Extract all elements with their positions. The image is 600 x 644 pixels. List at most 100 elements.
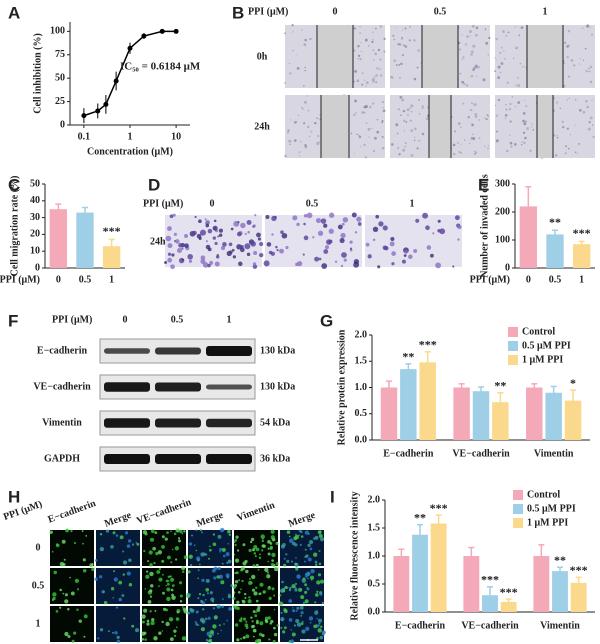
- cell: [368, 45, 370, 47]
- cell: [364, 105, 368, 109]
- cell: [291, 584, 296, 589]
- cell: [64, 631, 69, 637]
- cell: [187, 611, 191, 615]
- cell: [302, 601, 306, 605]
- cell: [171, 595, 176, 600]
- cell: [128, 583, 133, 587]
- cell: [413, 39, 416, 42]
- cell: [256, 232, 261, 238]
- bar: [500, 601, 517, 612]
- cell: [316, 117, 319, 120]
- cell: [511, 95, 514, 98]
- cell: [164, 537, 168, 541]
- cell: [222, 554, 226, 558]
- cell: [76, 588, 80, 591]
- cell: [266, 242, 272, 247]
- cell: [457, 225, 462, 230]
- cell: [365, 81, 369, 85]
- cell: [126, 544, 131, 548]
- significance: ***: [430, 501, 448, 515]
- cell: [234, 543, 237, 547]
- cell: [255, 599, 259, 603]
- cell: [462, 56, 465, 59]
- cell: [198, 236, 202, 241]
- cell: [371, 127, 373, 130]
- bar: [393, 556, 410, 612]
- cell: [242, 636, 246, 640]
- cell: [367, 127, 371, 131]
- cell: [253, 552, 257, 555]
- cell: [303, 122, 306, 125]
- cell: [250, 241, 256, 247]
- cell: [295, 618, 300, 623]
- cell: [255, 611, 258, 614]
- cell: [293, 536, 298, 541]
- cell: [471, 24, 475, 28]
- cell: [299, 543, 302, 547]
- cell: [112, 631, 115, 634]
- cell: [115, 534, 119, 537]
- cell: [304, 590, 308, 594]
- cell: [67, 607, 70, 611]
- cell: [459, 151, 462, 154]
- cell: [413, 249, 418, 253]
- cell: [281, 580, 284, 584]
- cell: [289, 143, 291, 146]
- cell: [89, 563, 94, 568]
- cell: [212, 533, 216, 536]
- cell: [415, 218, 420, 223]
- cell: [162, 591, 165, 595]
- cell: [156, 570, 161, 574]
- cell: [236, 600, 240, 605]
- cell: [241, 579, 244, 583]
- y-tick-label: 200: [495, 206, 510, 217]
- cell: [207, 616, 211, 620]
- column-label: 0.5: [171, 314, 184, 325]
- cell: [355, 111, 357, 114]
- cell: [82, 542, 84, 545]
- cell: [376, 119, 379, 121]
- point: [159, 28, 165, 34]
- cell: [287, 131, 289, 134]
- y-axis-label: Relative fluorescence intensity: [349, 491, 360, 620]
- cell: [461, 58, 464, 61]
- row-label: Vimentin: [42, 417, 82, 428]
- cell: [310, 130, 313, 133]
- cell: [304, 69, 307, 72]
- cell: [122, 550, 125, 553]
- cell: [59, 588, 63, 592]
- cell: [587, 127, 591, 131]
- cell: [194, 620, 197, 624]
- cell: [484, 28, 487, 31]
- cell: [400, 62, 403, 66]
- cell: [398, 64, 401, 66]
- blot-band: [155, 347, 201, 355]
- cell: [559, 107, 562, 110]
- cell: [365, 85, 367, 88]
- cell: [73, 542, 77, 545]
- cell: [218, 228, 223, 233]
- cell: [381, 135, 384, 138]
- cell: [531, 126, 533, 128]
- cell: [497, 76, 501, 80]
- cell: [581, 27, 584, 30]
- x-axis-label: PPI (μM): [470, 274, 510, 285]
- cell: [252, 564, 256, 567]
- cell: [144, 588, 147, 590]
- cell: [167, 555, 171, 560]
- panel-label: E: [478, 175, 489, 194]
- cell: [165, 621, 170, 627]
- header: PPI (μM): [248, 6, 288, 17]
- cell: [222, 242, 227, 247]
- cell: [521, 66, 524, 68]
- cell: [275, 562, 279, 566]
- cell: [509, 120, 512, 123]
- cell: [231, 248, 235, 252]
- cell: [319, 530, 322, 533]
- cell: [202, 593, 205, 597]
- cell: [61, 539, 66, 544]
- cell: [205, 244, 211, 250]
- cell: [274, 215, 277, 219]
- legend-label: 0.5 μM PPI: [527, 503, 576, 514]
- cell: [421, 106, 424, 110]
